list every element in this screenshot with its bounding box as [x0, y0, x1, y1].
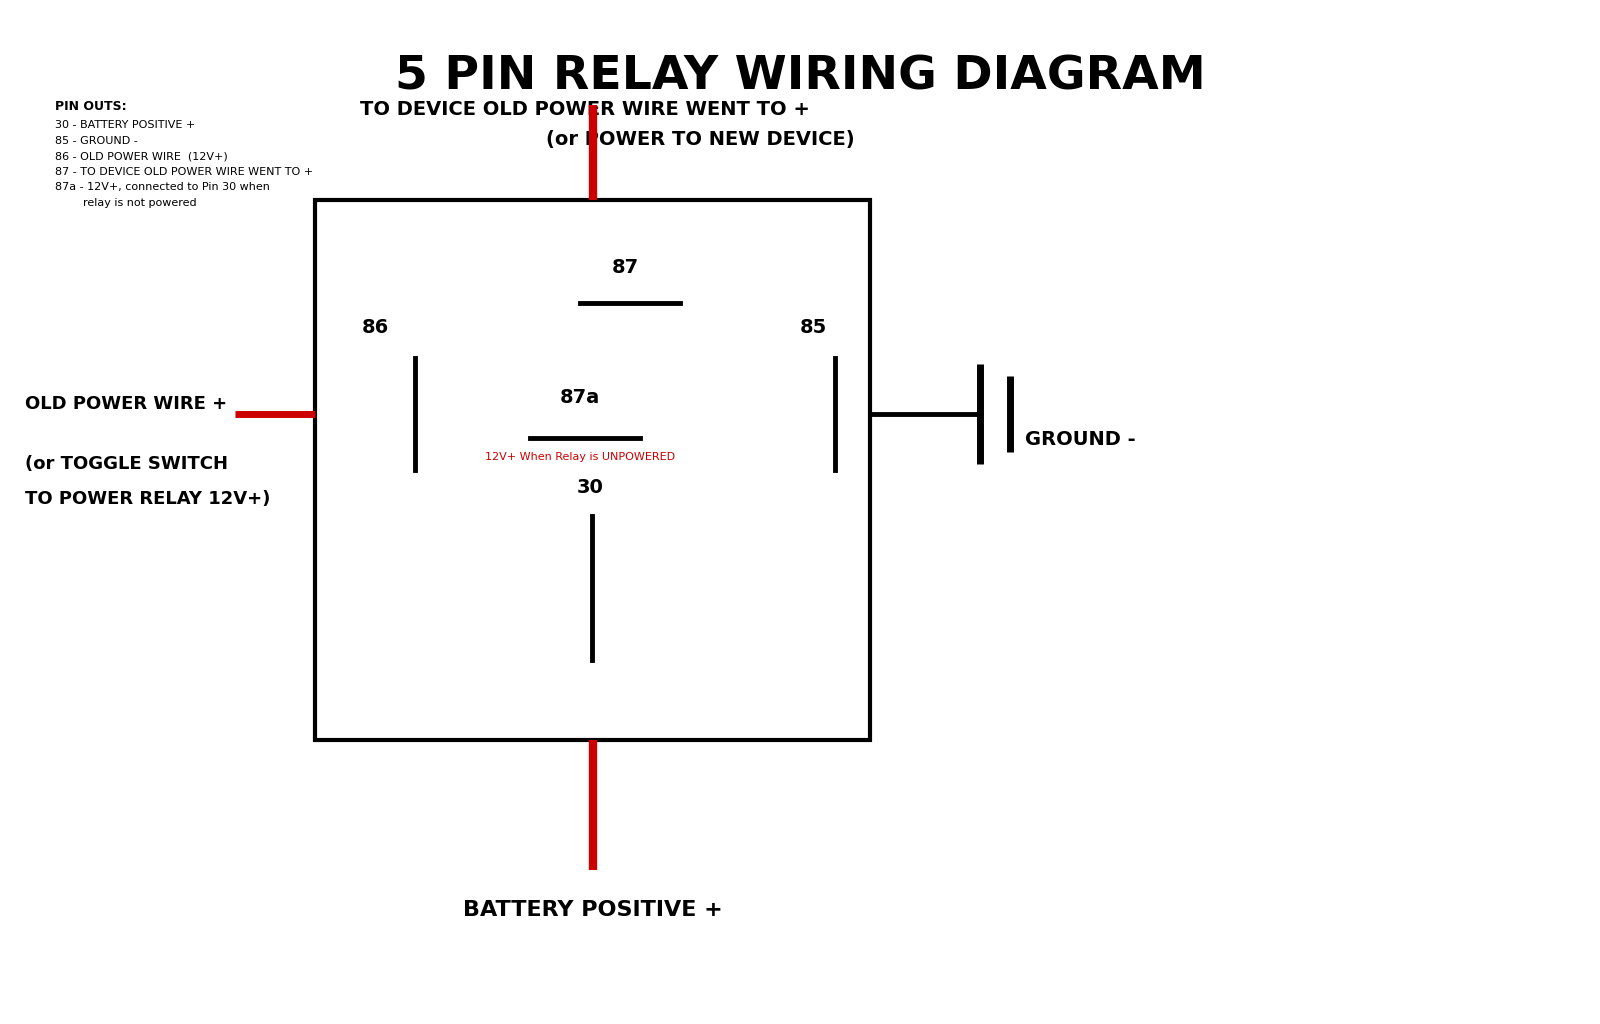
Text: 86: 86 [362, 318, 389, 337]
Text: 30 - BATTERY POSITIVE +
85 - GROUND -
86 - OLD POWER WIRE  (12V+)
87 - TO DEVICE: 30 - BATTERY POSITIVE + 85 - GROUND - 86… [54, 120, 314, 208]
Text: OLD POWER WIRE +: OLD POWER WIRE + [26, 395, 227, 413]
Text: TO DEVICE OLD POWER WIRE WENT TO +: TO DEVICE OLD POWER WIRE WENT TO + [360, 100, 810, 119]
Text: GROUND -: GROUND - [1026, 430, 1136, 449]
Text: BATTERY POSITIVE +: BATTERY POSITIVE + [462, 900, 722, 920]
Text: 85: 85 [800, 318, 827, 337]
Text: 87a: 87a [560, 388, 600, 407]
Bar [315, 200, 870, 740]
Text: TO POWER RELAY 12V+): TO POWER RELAY 12V+) [26, 490, 270, 508]
Text: (or POWER TO NEW DEVICE): (or POWER TO NEW DEVICE) [546, 130, 854, 150]
Text: 30: 30 [576, 478, 603, 497]
Text: 12V+ When Relay is UNPOWERED: 12V+ When Relay is UNPOWERED [485, 452, 675, 462]
Text: 87: 87 [611, 258, 638, 278]
Text: 5 PIN RELAY WIRING DIAGRAM: 5 PIN RELAY WIRING DIAGRAM [395, 55, 1205, 100]
Text: (or TOGGLE SWITCH: (or TOGGLE SWITCH [26, 455, 229, 473]
Text: PIN OUTS:: PIN OUTS: [54, 100, 126, 113]
